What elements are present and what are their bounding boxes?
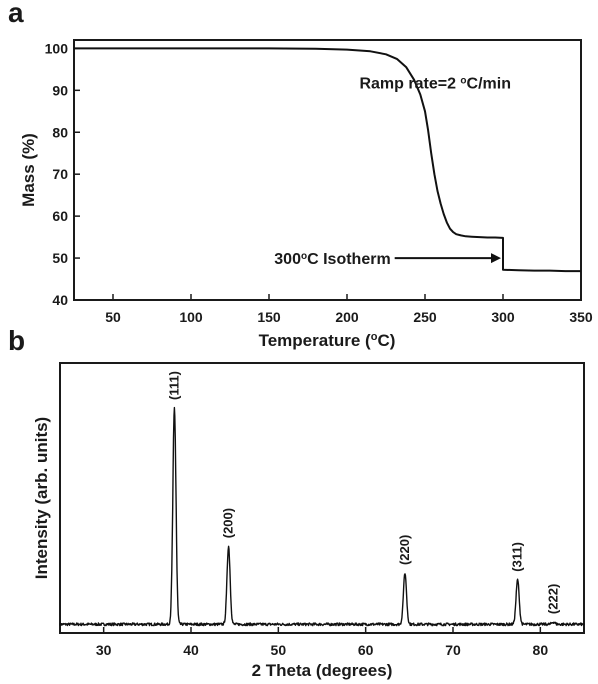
panel-b-xrd-chart: b 30 40 50 60 70 80 (111) (200) (220) (311) (222)… bbox=[8, 325, 585, 680]
panel-b-x-tick-label: 30 bbox=[96, 642, 112, 658]
panel-a-y-tick-label: 70 bbox=[52, 166, 68, 182]
panel-b-xrd-pattern bbox=[59, 406, 585, 627]
panel-a-y-ticks: 40 50 60 70 80 90 100 bbox=[45, 40, 80, 308]
panel-a-mass-curve bbox=[74, 47, 581, 273]
panel-a-x-tick-label: 150 bbox=[257, 309, 281, 325]
peak-label: (222) bbox=[545, 584, 560, 614]
peak-label: (220) bbox=[397, 535, 412, 565]
panel-a-annotations: Ramp rate=2 oC/min 300oC Isotherm bbox=[274, 75, 511, 268]
peak-label: (311) bbox=[510, 542, 525, 572]
panel-a-x-tick-label: 350 bbox=[569, 309, 593, 325]
panel-a-x-tick-label: 100 bbox=[179, 309, 203, 325]
panel-a-x-tick-label: 50 bbox=[105, 309, 121, 325]
panel-a-plot-frame bbox=[73, 39, 582, 301]
panel-a-y-tick-label: 50 bbox=[52, 250, 68, 266]
panel-a-y-tick-label: 80 bbox=[52, 124, 68, 140]
peak-label: (200) bbox=[221, 508, 236, 538]
panel-b-plot-frame bbox=[59, 362, 585, 634]
panel-b-letter: b bbox=[8, 325, 25, 356]
panel-b-x-ticks: 30 40 50 60 70 80 bbox=[96, 627, 548, 658]
panel-b-x-tick-label: 40 bbox=[183, 642, 199, 658]
panel-a-y-tick-label: 100 bbox=[45, 40, 69, 56]
panel-a-tga-chart: a 50 100 150 200 250 300 350 40 50 60 70 80 90 100 R… bbox=[8, 0, 593, 350]
panel-b-x-tick-label: 80 bbox=[533, 642, 549, 658]
panel-a-x-tick-label: 200 bbox=[335, 309, 359, 325]
panel-a-y-tick-label: 40 bbox=[52, 292, 68, 308]
ramp-rate-annotation: Ramp rate=2 oC/min bbox=[359, 75, 511, 93]
panel-a-x-tick-label: 250 bbox=[413, 309, 437, 325]
panel-b-x-tick-label: 70 bbox=[445, 642, 461, 658]
panel-a-letter: a bbox=[8, 0, 24, 28]
panel-b-y-axis-title: Intensity (arb. units) bbox=[32, 417, 51, 579]
panel-b-peak-labels: (111) (200) (220) (311) (222) bbox=[166, 371, 560, 614]
panel-a-y-axis-title: Mass (%) bbox=[19, 133, 38, 207]
panel-b-x-tick-label: 50 bbox=[271, 642, 287, 658]
panel-a-x-ticks: 50 100 150 200 250 300 350 bbox=[105, 294, 593, 325]
panel-a-y-tick-label: 90 bbox=[52, 82, 68, 98]
panel-a-x-axis-title: Temperature (oC) bbox=[259, 331, 396, 350]
panel-a-x-tick-label: 300 bbox=[491, 309, 515, 325]
isotherm-annotation: 300oC Isotherm bbox=[274, 251, 390, 269]
panel-b-x-tick-label: 60 bbox=[358, 642, 374, 658]
isotherm-arrow-head bbox=[491, 253, 501, 264]
peak-label: (111) bbox=[166, 371, 181, 400]
panel-a-y-tick-label: 60 bbox=[52, 208, 68, 224]
panel-b-x-axis-title: 2 Theta (degrees) bbox=[252, 661, 393, 680]
